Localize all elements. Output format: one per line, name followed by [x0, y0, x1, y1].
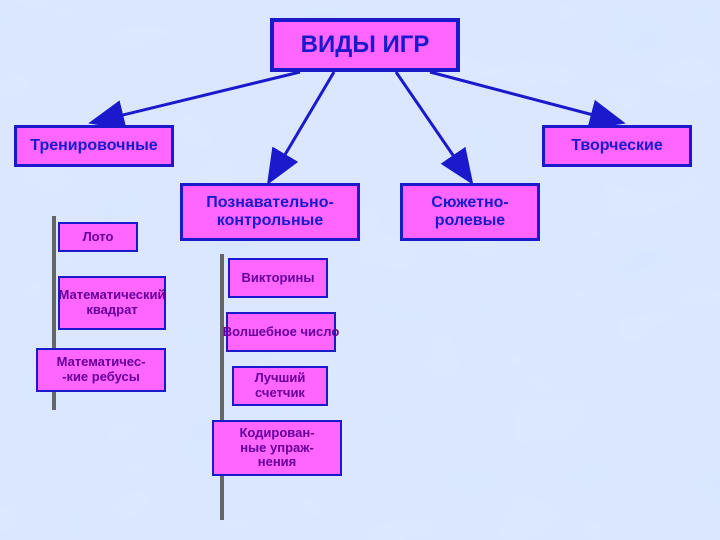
category-creative: Творческие: [542, 125, 692, 167]
arrow-layer: [0, 0, 720, 540]
category-training: Тренировочные: [14, 125, 174, 167]
connector-line: [220, 254, 224, 520]
category-cognitive: Познавательно- контрольные: [180, 183, 360, 241]
arrow: [430, 72, 620, 122]
title-box: ВИДЫ ИГР: [270, 18, 460, 72]
leaf-cognitive-1: Волшебное число: [226, 312, 336, 352]
category-plot: Сюжетно- ролевые: [400, 183, 540, 241]
arrow: [396, 72, 470, 180]
arrow: [94, 72, 300, 122]
leaf-training-2: Математичес- -кие ребусы: [36, 348, 166, 392]
leaf-cognitive-0: Викторины: [228, 258, 328, 298]
leaf-training-1: Математический квадрат: [58, 276, 166, 330]
diagram-stage: ВИДЫ ИГР ТренировочныеПознавательно- конт…: [0, 0, 720, 540]
leaf-cognitive-2: Лучший счетчик: [232, 366, 328, 406]
arrow: [270, 72, 334, 180]
leaf-cognitive-3: Кодирован- ные упраж- нения: [212, 420, 342, 476]
leaf-training-0: Лото: [58, 222, 138, 252]
